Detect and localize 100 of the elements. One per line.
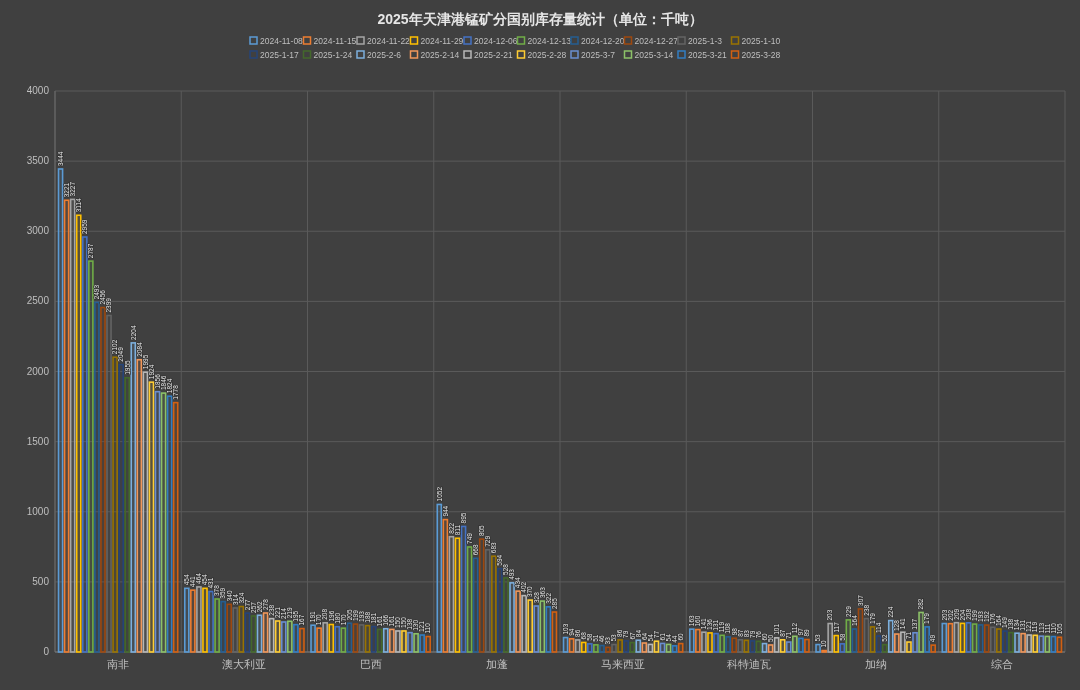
x-tick-label: 南非 — [107, 658, 130, 670]
legend-label: 2024-11-15 — [313, 36, 357, 46]
x-tick-label: 加蓬 — [485, 658, 508, 670]
bar — [611, 643, 617, 653]
bar — [906, 641, 912, 653]
bar — [220, 600, 226, 653]
bar — [328, 623, 335, 653]
bar — [713, 632, 719, 653]
bar — [75, 214, 82, 653]
bar — [190, 589, 196, 653]
bar — [845, 619, 852, 653]
bar — [930, 644, 937, 653]
bar — [947, 622, 954, 653]
bar — [395, 630, 401, 653]
bar — [1008, 631, 1014, 653]
bar — [268, 617, 275, 653]
bar — [521, 594, 527, 653]
bar — [419, 634, 425, 653]
legend-label: 2025-1-10 — [741, 36, 781, 46]
bar — [833, 634, 840, 653]
bar — [94, 301, 100, 653]
bar — [88, 260, 94, 653]
bar — [478, 538, 485, 653]
y-tick-label: 0 — [43, 646, 50, 657]
legend-label: 2025-1-3 — [688, 36, 723, 46]
bar — [322, 622, 329, 653]
bar — [1002, 630, 1008, 653]
legend-label: 2024-11-08 — [260, 36, 304, 46]
y-tick-label: 1500 — [26, 435, 50, 447]
bar — [130, 342, 137, 653]
bar — [316, 627, 322, 653]
bar — [574, 639, 581, 653]
bar — [1050, 635, 1057, 653]
bar — [1032, 634, 1039, 653]
bar — [857, 608, 864, 653]
bar — [545, 606, 552, 653]
y-tick-label: 4000 — [26, 85, 50, 96]
bar — [707, 632, 713, 653]
bar — [971, 623, 978, 653]
bar — [1026, 634, 1032, 653]
bar — [743, 639, 750, 653]
bar — [749, 640, 756, 653]
legend-label: 2025-2-21 — [474, 50, 514, 60]
bar — [244, 612, 251, 653]
bar — [346, 622, 353, 653]
bar — [274, 620, 281, 653]
bar — [798, 637, 804, 653]
bar — [894, 633, 900, 653]
legend-label: 2024-11-29 — [420, 36, 464, 46]
bar — [599, 644, 605, 653]
bar — [183, 587, 190, 653]
bar — [983, 624, 990, 653]
bar — [100, 306, 106, 653]
legend-label: 2024-12-20 — [581, 36, 625, 46]
bar — [580, 641, 587, 653]
bar — [81, 236, 88, 653]
x-tick-label: 综合 — [990, 658, 1013, 670]
y-tick-label: 3500 — [26, 155, 50, 167]
bar — [124, 377, 131, 653]
bar — [767, 644, 774, 653]
bar — [358, 624, 365, 653]
bar — [509, 582, 515, 653]
bar — [1056, 636, 1063, 653]
bar — [202, 587, 208, 653]
bar — [924, 626, 930, 653]
bar — [641, 642, 648, 653]
bar — [214, 598, 220, 653]
bar — [629, 641, 636, 653]
bar — [287, 620, 293, 653]
bar — [688, 628, 695, 653]
bar — [172, 401, 179, 653]
bar — [1038, 635, 1045, 653]
bar — [334, 625, 341, 653]
bar — [370, 625, 377, 653]
bar — [436, 503, 443, 653]
bar — [839, 643, 846, 653]
bar — [280, 621, 287, 653]
bar — [887, 619, 894, 653]
bar — [1044, 635, 1051, 653]
bar — [389, 628, 395, 653]
bar — [593, 644, 599, 653]
bar — [671, 645, 678, 653]
bar — [232, 607, 239, 653]
bar — [118, 363, 124, 653]
bar — [586, 643, 593, 653]
bar — [407, 631, 413, 653]
bar — [562, 636, 569, 653]
bar — [725, 636, 731, 653]
bar — [827, 622, 834, 653]
bar — [69, 198, 76, 653]
legend-label: 2025-1-24 — [313, 50, 353, 60]
bar — [737, 639, 744, 653]
bar — [491, 555, 497, 653]
bar — [413, 632, 419, 653]
bar — [863, 617, 870, 653]
bar — [773, 637, 780, 653]
bar — [953, 621, 960, 653]
bar — [484, 548, 491, 653]
bar — [226, 603, 233, 653]
bar — [965, 622, 972, 653]
